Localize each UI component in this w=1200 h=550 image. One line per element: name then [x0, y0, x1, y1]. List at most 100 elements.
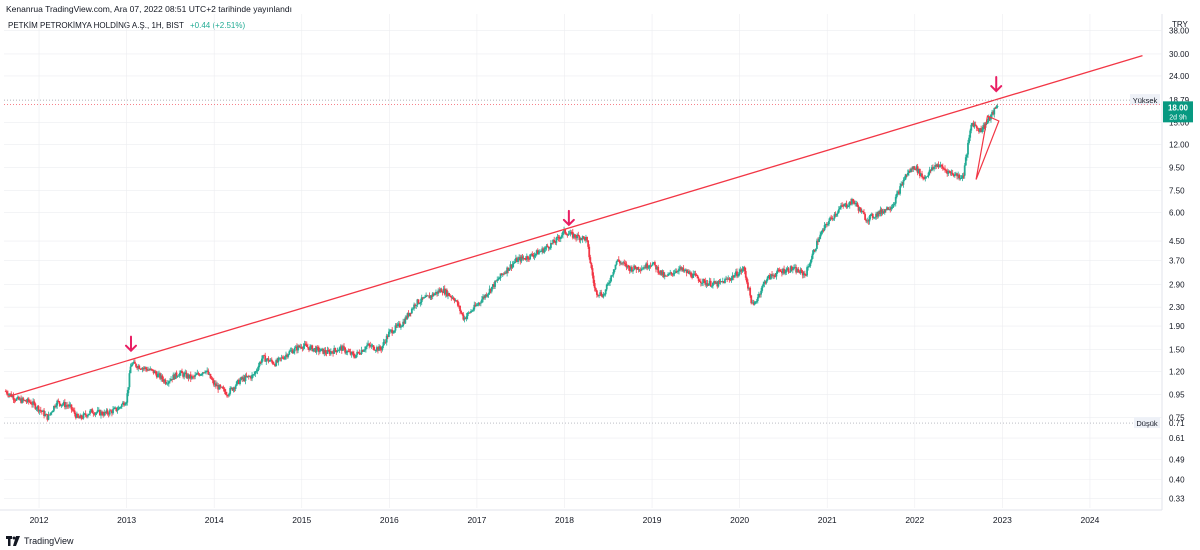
candle-body: [602, 294, 605, 298]
candle-body: [149, 368, 152, 370]
candle-body: [899, 186, 902, 194]
candle-body: [152, 369, 155, 374]
tradingview-brand[interactable]: TradingView: [6, 536, 74, 546]
candle-body: [634, 265, 637, 269]
candle-body: [750, 295, 753, 304]
candle-body: [415, 305, 418, 306]
candle-body: [816, 240, 818, 249]
candle-body: [252, 374, 255, 376]
candle-body: [78, 417, 80, 419]
candle-body: [752, 302, 755, 305]
candle-body: [531, 254, 534, 256]
candle-body: [948, 170, 951, 172]
candle-body: [391, 329, 394, 334]
candle-body: [659, 270, 662, 273]
candle-body: [907, 170, 910, 174]
candle-body: [692, 273, 695, 278]
candle-body: [685, 269, 688, 274]
candle-body: [143, 367, 146, 369]
candle-body: [84, 413, 87, 416]
candle-body: [508, 268, 511, 271]
candle-body: [562, 231, 564, 236]
candle-body: [311, 345, 314, 352]
candle-body: [459, 305, 461, 312]
candle-body: [892, 204, 895, 207]
candle-body: [305, 344, 308, 347]
candle-body: [90, 409, 93, 411]
candle-body: [135, 363, 137, 367]
candle-body: [585, 237, 587, 241]
candle-body: [324, 350, 327, 353]
candle-body: [859, 207, 862, 213]
candle-body: [960, 178, 963, 179]
candle-body: [7, 393, 9, 396]
candle-body: [571, 232, 574, 238]
candle-body: [649, 265, 652, 267]
candle-body: [207, 370, 210, 375]
candle-body: [238, 379, 240, 385]
candle-body: [552, 239, 554, 244]
candle-body: [875, 213, 877, 218]
candle-body: [177, 375, 180, 377]
candle-body: [761, 286, 764, 291]
candle-body: [774, 276, 777, 278]
candle-body: [141, 368, 144, 370]
candle-body: [142, 368, 145, 369]
candle-body: [963, 165, 966, 176]
candle-body: [323, 350, 326, 354]
candle-body: [760, 290, 762, 295]
y-tick-label: 0.75: [1169, 414, 1185, 423]
candle-body: [328, 350, 331, 355]
candle-body: [944, 168, 946, 171]
candle-body: [825, 224, 828, 225]
candle-body: [527, 256, 529, 259]
candle-body: [603, 294, 606, 296]
candle-body: [674, 271, 677, 273]
candle-body: [144, 367, 147, 369]
candle-body: [733, 274, 736, 278]
candle-body: [182, 373, 184, 377]
candle-body: [909, 170, 911, 173]
candle-body: [437, 290, 440, 294]
candle-body: [220, 386, 223, 388]
candle-body: [70, 404, 73, 410]
candle-body: [385, 335, 388, 343]
candle-body: [514, 258, 517, 262]
candle-body: [518, 257, 521, 259]
candle-body: [339, 346, 342, 348]
candle-body: [334, 348, 337, 351]
candle-body: [407, 313, 410, 316]
candle-body: [333, 348, 336, 354]
candle-body: [162, 379, 165, 382]
candle-body: [60, 404, 63, 406]
candle-body: [372, 345, 375, 350]
candle-body: [579, 238, 582, 241]
annotations[interactable]: [8, 55, 1143, 398]
candle-body: [288, 351, 291, 355]
candle-body: [510, 264, 513, 268]
candle-body: [354, 356, 356, 358]
candle-body: [765, 280, 768, 283]
candle-body: [253, 374, 256, 375]
candle-body: [964, 157, 967, 166]
candle-body: [668, 273, 671, 275]
candle-body: [206, 370, 209, 372]
candle-body: [917, 168, 920, 173]
candle-body: [118, 407, 121, 409]
candle-body: [14, 399, 17, 401]
candle-body: [779, 271, 782, 272]
candle-body: [741, 269, 744, 272]
candle-body: [876, 213, 879, 217]
candle-body: [871, 214, 874, 218]
candle-body: [166, 383, 169, 385]
candle-body: [304, 343, 307, 345]
candle-body: [291, 350, 294, 354]
candle-body: [155, 373, 158, 378]
candle-body: [465, 316, 468, 319]
candle-body: [558, 238, 561, 240]
candle-body: [91, 409, 94, 414]
candle-body: [788, 271, 791, 273]
candle-body: [246, 375, 249, 377]
candle-body: [362, 350, 365, 352]
